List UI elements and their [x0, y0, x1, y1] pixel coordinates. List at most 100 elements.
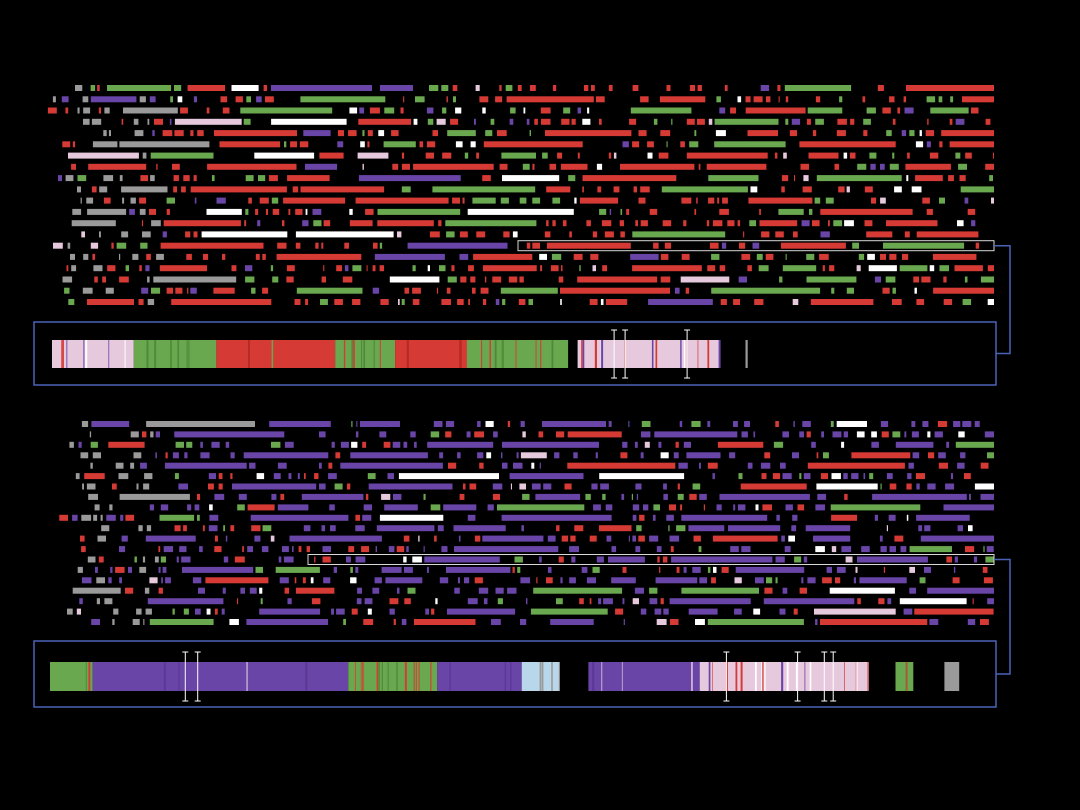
track-segment — [427, 118, 434, 125]
track-segment — [586, 577, 596, 584]
track-segment — [592, 231, 598, 238]
track-segment — [457, 452, 461, 459]
track-segment — [983, 546, 985, 553]
track-segment — [269, 421, 331, 427]
track-segment — [689, 85, 696, 91]
track-segment — [251, 525, 261, 532]
haplotype-track — [70, 253, 977, 260]
track-segment — [132, 619, 140, 625]
track-segment — [666, 514, 674, 521]
track-segment — [753, 608, 761, 615]
track-segment — [119, 493, 190, 500]
track-segment — [334, 483, 343, 490]
track-segment — [899, 265, 928, 272]
track-segment — [299, 141, 309, 148]
zoom-stripe — [83, 340, 85, 368]
track-segment — [531, 462, 535, 469]
track-segment — [562, 220, 567, 227]
track-segment — [844, 493, 848, 500]
track-segment — [921, 276, 931, 283]
track-segment — [256, 96, 262, 103]
track-segment — [435, 598, 438, 605]
track-segment — [708, 175, 759, 182]
zoom-stripe — [62, 340, 64, 368]
track-segment — [911, 186, 922, 193]
track-segment — [540, 107, 551, 114]
track-segment — [351, 421, 353, 427]
track-segment — [815, 619, 818, 625]
track-segment — [355, 514, 361, 521]
track-segment — [582, 118, 591, 125]
track-segment — [792, 452, 799, 459]
zoom-stripe — [66, 340, 68, 368]
track-segment — [567, 462, 676, 469]
track-segment — [185, 231, 191, 238]
track-segment — [251, 287, 256, 294]
track-segment — [398, 299, 400, 305]
track-segment — [654, 431, 738, 438]
track-segment — [240, 107, 333, 114]
track-segment — [174, 118, 242, 125]
track-segment — [355, 566, 359, 573]
track-segment — [459, 493, 465, 500]
zoom-stripe — [373, 340, 375, 368]
track-segment — [579, 265, 581, 272]
track-segment — [482, 107, 486, 114]
track-segment — [971, 107, 979, 114]
track-segment — [439, 452, 444, 459]
track-segment — [476, 152, 479, 159]
track-segment — [245, 265, 253, 272]
track-segment — [712, 220, 723, 227]
track-segment — [87, 208, 127, 215]
track-segment — [658, 152, 669, 159]
track-segment — [632, 85, 639, 91]
track-segment — [691, 421, 701, 427]
track-segment — [740, 483, 807, 490]
track-segment — [447, 608, 516, 615]
track-segment — [908, 462, 914, 469]
track-segment — [929, 152, 939, 159]
zoom-stripe — [378, 662, 380, 691]
track-segment — [849, 152, 856, 159]
track-segment — [365, 493, 369, 500]
track-segment — [276, 253, 362, 260]
track-segment — [147, 276, 150, 283]
track-segment — [319, 152, 344, 159]
track-segment — [836, 130, 846, 137]
track-segment — [841, 441, 845, 448]
track-segment — [697, 118, 705, 125]
track-segment — [97, 85, 100, 91]
track-segment — [279, 577, 289, 584]
track-segment — [915, 473, 925, 480]
track-segment — [533, 587, 623, 594]
track-segment — [939, 265, 949, 272]
track-segment — [518, 299, 526, 305]
track-segment — [632, 535, 636, 542]
track-segment — [47, 107, 57, 114]
zoom-stripe — [248, 340, 250, 368]
track-segment — [343, 619, 346, 625]
track-segment — [913, 276, 919, 283]
track-segment — [125, 587, 134, 594]
track-segment — [329, 504, 335, 511]
track-segment — [962, 96, 994, 103]
track-segment — [909, 566, 915, 573]
track-segment — [380, 299, 389, 305]
track-segment — [162, 231, 167, 238]
track-segment — [686, 118, 695, 125]
track-segment — [350, 577, 357, 584]
track-segment — [300, 186, 385, 193]
zoom-stripe — [466, 340, 469, 368]
zoom-stripe — [708, 662, 711, 691]
zoom-stripe — [379, 340, 381, 368]
track-segment — [467, 514, 476, 521]
track-segment — [983, 577, 993, 584]
zoom-stripe — [515, 340, 517, 368]
track-segment — [880, 483, 882, 490]
zoom-stripe — [85, 340, 88, 368]
track-segment — [595, 452, 598, 459]
track-segment — [159, 265, 207, 272]
track-segment — [546, 242, 631, 249]
track-segment — [283, 197, 346, 204]
track-segment — [105, 287, 114, 294]
